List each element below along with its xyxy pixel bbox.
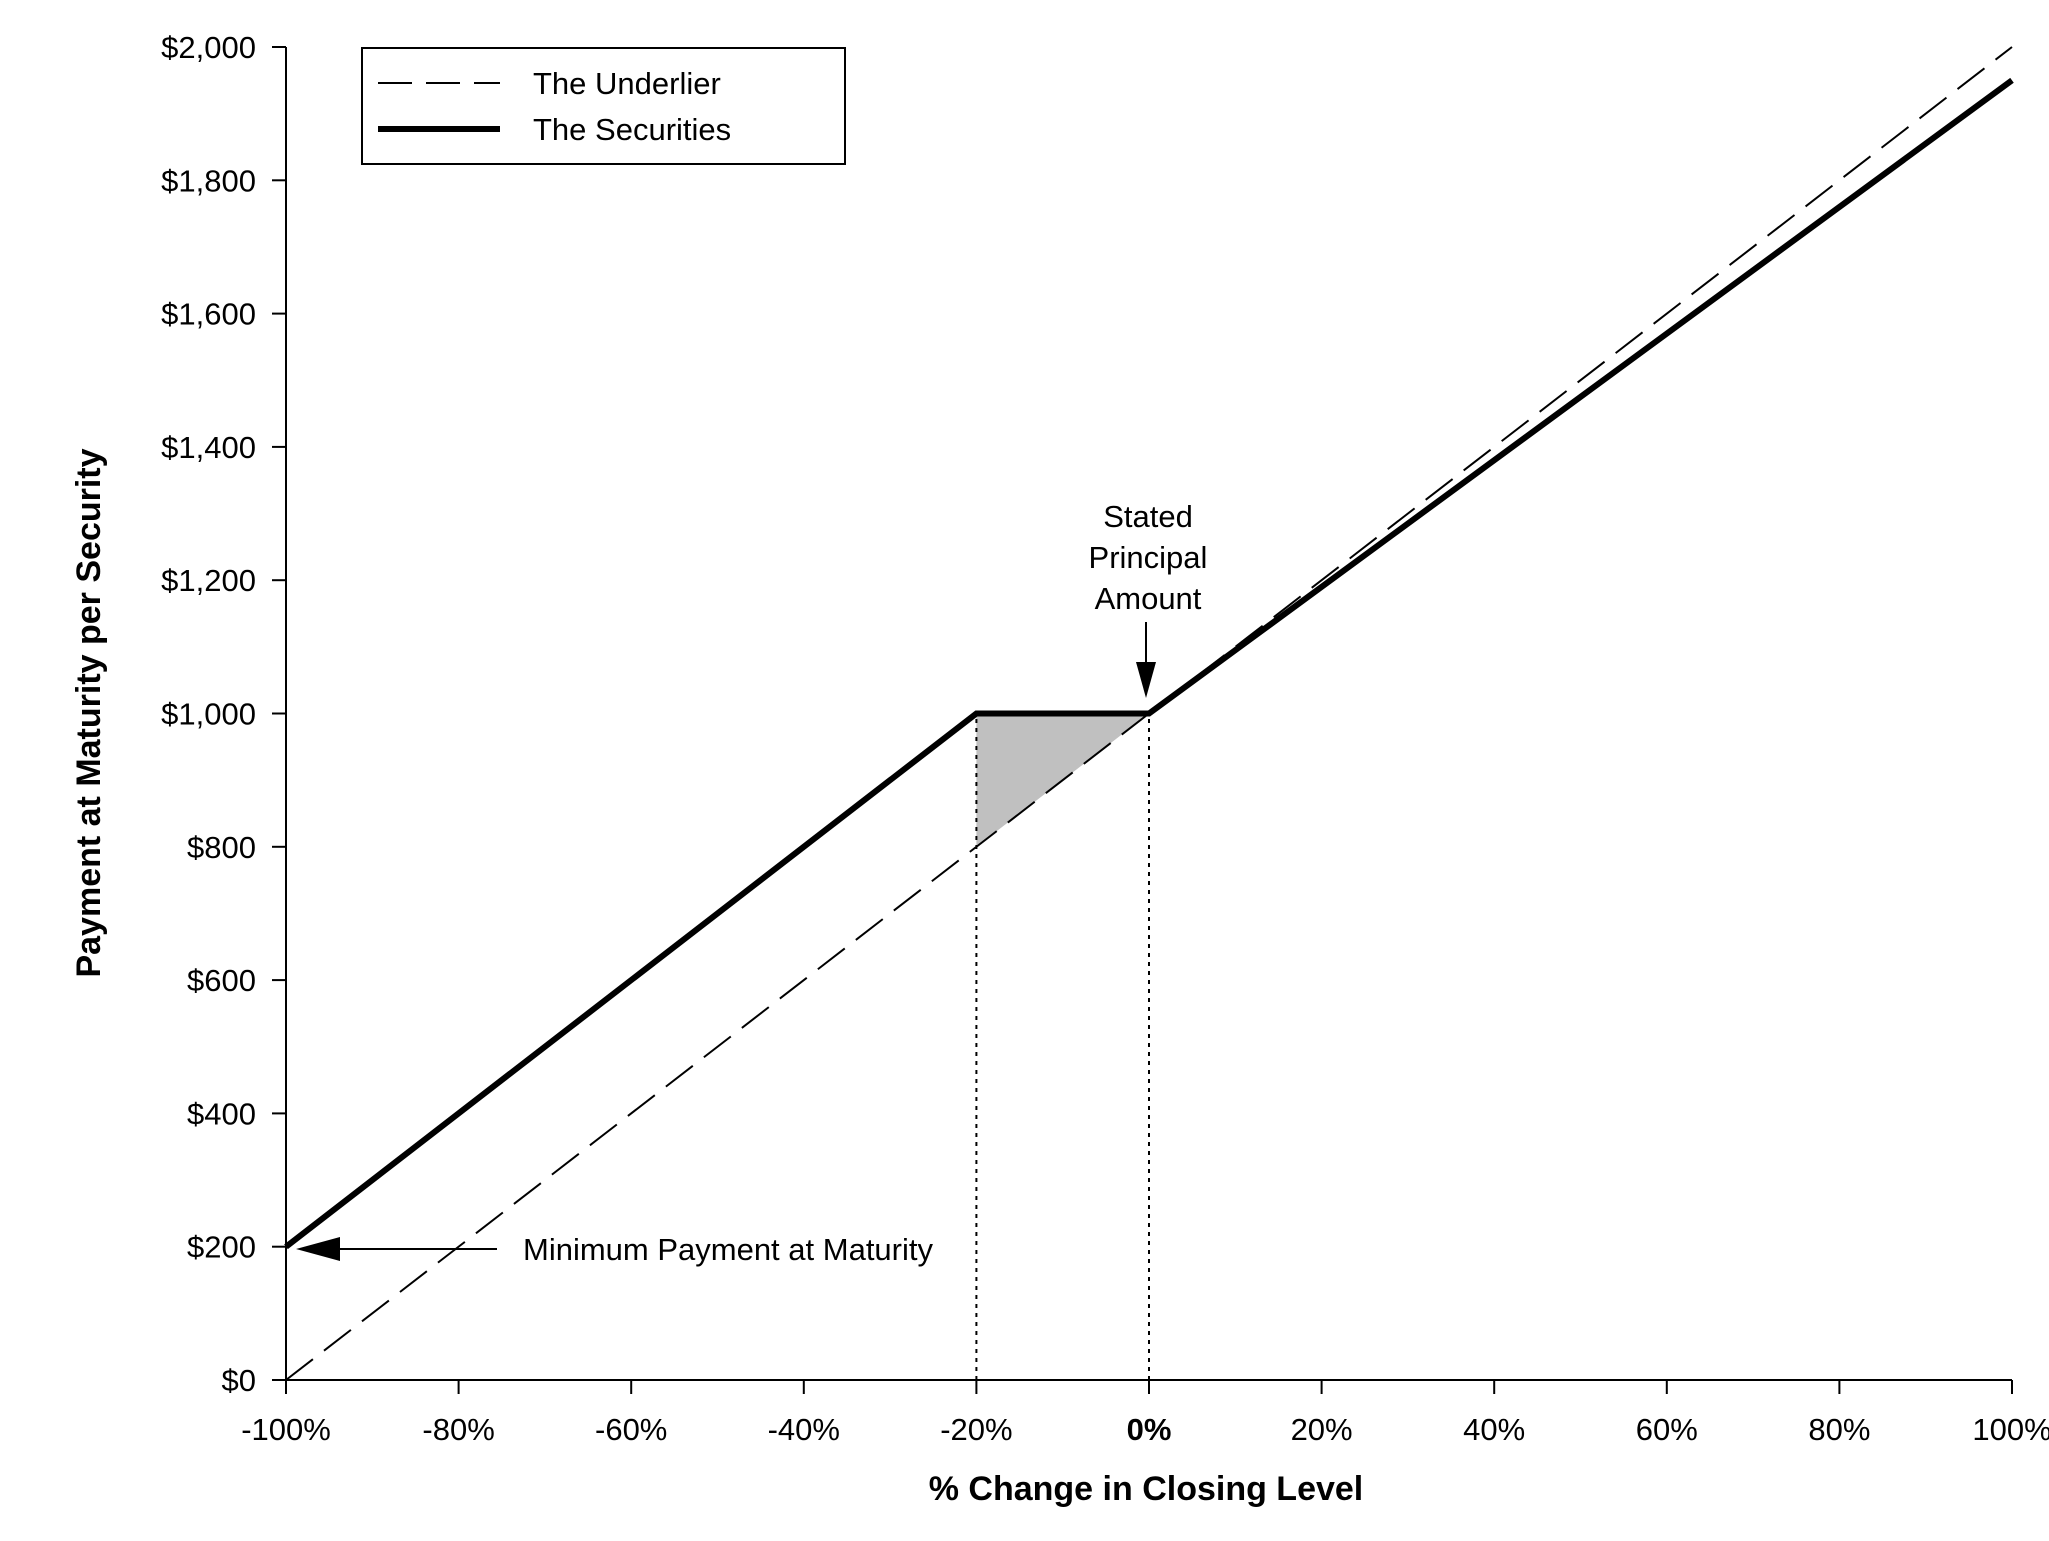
legend-box xyxy=(361,47,846,165)
stated-principal-arrow-head xyxy=(1136,662,1156,698)
y-tick-label-10: $2,000 xyxy=(161,30,256,65)
y-tick-label-5: $1,000 xyxy=(161,697,256,732)
y-axis-title: Payment at Maturity per Security xyxy=(70,448,108,977)
x-tick-label-4: -20% xyxy=(940,1412,1012,1447)
legend-label-underlier: The Underlier xyxy=(533,66,721,101)
y-tick-label-7: $1,400 xyxy=(161,430,256,465)
x-tick-label-1: -80% xyxy=(422,1412,494,1447)
stated-principal-line-2: Principal xyxy=(1089,540,1208,575)
y-tick-label-3: $600 xyxy=(187,963,256,998)
x-axis-title: % Change in Closing Level xyxy=(929,1470,1364,1508)
x-tick-label-0: -100% xyxy=(241,1412,331,1447)
minimum-payment-annotation: Minimum Payment at Maturity xyxy=(296,1232,933,1267)
minimum-payment-arrow-head xyxy=(296,1237,340,1261)
legend: The Underlier The Securities xyxy=(361,47,846,165)
x-tick-label-6: 20% xyxy=(1291,1412,1353,1447)
y-tick-label-6: $1,200 xyxy=(161,563,256,598)
x-tick-label-2: -60% xyxy=(595,1412,667,1447)
y-tick-label-4: $800 xyxy=(187,830,256,865)
stated-principal-line-1: Stated xyxy=(1103,499,1193,534)
x-tick-label-5: 0% xyxy=(1127,1412,1172,1447)
y-tick-label-9: $1,800 xyxy=(161,163,256,198)
stated-principal-line-3: Amount xyxy=(1095,581,1202,616)
stated-principal-annotation: Stated Principal Amount xyxy=(1089,499,1208,698)
x-tick-label-7: 40% xyxy=(1463,1412,1525,1447)
x-tick-label-10: 100% xyxy=(1972,1412,2049,1447)
y-tick-label-8: $1,600 xyxy=(161,297,256,332)
x-tick-label-8: 60% xyxy=(1636,1412,1698,1447)
plot-area: $0 $200 $400 $600 $800 $1,000 $1,200 $1,400 $1,6… xyxy=(161,30,2049,1447)
series-line-securities xyxy=(284,77,2014,1250)
x-tick-label-9: 80% xyxy=(1808,1412,1870,1447)
series-line-underlier xyxy=(285,46,2013,1381)
y-tick-label-2: $400 xyxy=(187,1096,256,1131)
x-tick-label-3: -40% xyxy=(768,1412,840,1447)
minimum-payment-label: Minimum Payment at Maturity xyxy=(523,1232,933,1267)
y-tick-label-1: $200 xyxy=(187,1230,256,1265)
y-tick-label-0: $0 xyxy=(222,1363,256,1398)
legend-label-securities: The Securities xyxy=(533,112,731,147)
